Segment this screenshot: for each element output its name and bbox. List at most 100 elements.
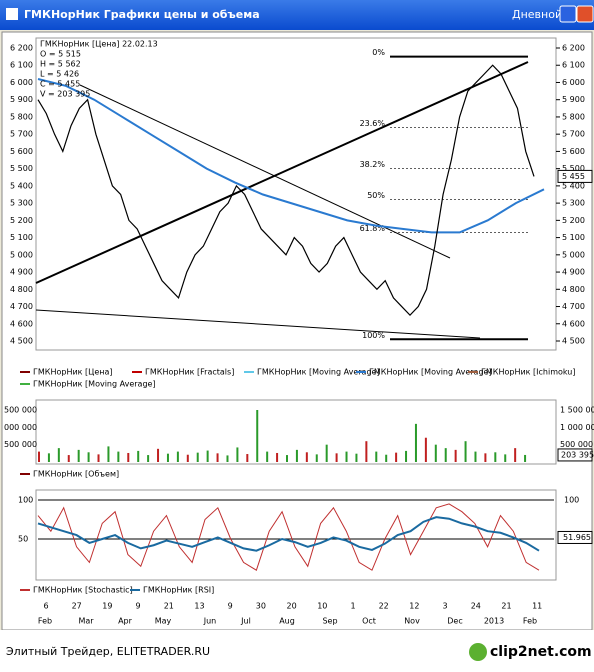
moving-average — [37, 78, 545, 234]
volume-bar — [97, 454, 100, 462]
y-tick-label: 6 000 — [562, 78, 585, 87]
y-tick-label: 500 000 — [4, 406, 37, 415]
y-tick-label: 5 400 — [562, 181, 585, 190]
fib-label: 100% — [362, 331, 385, 340]
date-day: 30 — [256, 602, 266, 611]
y-tick-label: 5 600 — [10, 147, 33, 156]
legend-entry: ГМКНорНик [RSI] — [143, 586, 214, 595]
date-month: Mar — [78, 617, 94, 626]
volume-bar — [77, 449, 80, 462]
volume-bar — [395, 452, 398, 462]
date-month: Nov — [404, 617, 420, 626]
volume-bar — [335, 453, 338, 462]
date-day: 12 — [409, 602, 419, 611]
date-day: 3 — [443, 602, 448, 611]
trend-line — [35, 61, 529, 284]
y-tick-label: 4 500 — [562, 337, 585, 346]
y-tick-label: 4 600 — [562, 319, 585, 328]
volume-bar — [196, 452, 199, 462]
y-tick-label: 5 400 — [10, 181, 33, 190]
y-tick-label: 5 100 — [10, 233, 33, 242]
volume-bar — [47, 453, 50, 462]
volume-bar — [107, 446, 110, 462]
volume-bar — [87, 452, 90, 462]
fib-label: 23.6% — [360, 119, 386, 128]
volume-bar — [157, 448, 160, 462]
logo-icon — [469, 643, 487, 661]
y-tick-label: 1 000 000 — [560, 423, 594, 432]
y-tick-label: 500 000 — [560, 440, 593, 449]
y-tick-label: 6 200 — [10, 44, 33, 53]
legend-entry: ГМКНорНик [Цена] — [33, 368, 113, 377]
info-text: H = 5 562 — [40, 60, 81, 69]
y-tick-label: 5 000 — [562, 250, 585, 259]
fib-label: 38.2% — [360, 160, 386, 169]
date-day: 11 — [532, 602, 542, 611]
volume-bar — [385, 454, 388, 462]
y-tick-label: 5 700 — [562, 130, 585, 139]
price-line — [37, 64, 535, 317]
y-tick-label: 5 300 — [562, 199, 585, 208]
footer — [0, 630, 594, 668]
y-tick-label: 4 900 — [10, 268, 33, 277]
volume-bar — [147, 455, 150, 462]
volume-bar — [434, 444, 437, 462]
chart-area — [1, 31, 593, 631]
price-plot — [35, 37, 557, 351]
y-tick-label: 5 800 — [562, 112, 585, 121]
date-month: Feb — [38, 617, 52, 626]
y-tick-label: 50 — [18, 535, 28, 544]
last-price-label: 5 455 — [562, 172, 585, 181]
last-volume-label: 203 395 — [561, 450, 594, 459]
trend-line — [35, 309, 481, 339]
volume-bar — [454, 449, 457, 462]
y-tick-label: 5 200 — [10, 216, 33, 225]
close-button[interactable] — [576, 5, 594, 23]
y-tick-label: 100 — [18, 496, 33, 505]
date-day: 20 — [287, 602, 297, 611]
date-day: 10 — [317, 602, 327, 611]
date-day: 9 — [228, 602, 233, 611]
title-bar — [0, 0, 594, 30]
legend-entry: ГМКНорНик [Stochastic] — [33, 586, 133, 595]
date-month: 2013 — [484, 617, 504, 626]
volume-bar — [117, 451, 120, 462]
volume-bar — [315, 454, 318, 462]
volume-bar — [514, 448, 517, 462]
date-month: Sep — [322, 617, 337, 626]
date-month: Jun — [203, 617, 217, 626]
info-text: L = 5 426 — [40, 70, 79, 79]
y-tick-label: 4 900 — [562, 268, 585, 277]
volume-bar — [524, 454, 527, 462]
y-tick-label: 100 — [564, 496, 579, 505]
volume-bar — [166, 453, 169, 462]
date-day: 22 — [379, 602, 389, 611]
y-tick-label: 4 700 — [562, 302, 585, 311]
fib-label: 50% — [367, 191, 385, 200]
legend-entry: ГМКНорНик [Объем] — [33, 470, 119, 479]
volume-bar — [216, 453, 219, 462]
info-text: O = 5 515 — [40, 50, 81, 59]
y-tick-label: 1 500 000 — [560, 406, 594, 415]
last-price-box — [557, 169, 593, 183]
date-month: Oct — [362, 617, 376, 626]
window-mode: Дневной — [512, 8, 562, 21]
y-tick-label: 5 600 — [562, 147, 585, 156]
volume-bar — [236, 447, 239, 462]
y-tick-label: 5 100 — [562, 233, 585, 242]
fib-label: 0% — [372, 48, 385, 57]
y-tick-label: 5 300 — [10, 199, 33, 208]
rsi-line — [37, 516, 540, 552]
volume-bar — [67, 455, 70, 462]
volume-bar — [444, 448, 447, 462]
volume-bar — [504, 454, 507, 462]
restore-button[interactable] — [559, 5, 577, 23]
y-tick-label: 5 500 — [10, 164, 33, 173]
y-tick-label: 4 700 — [10, 302, 33, 311]
volume-bar — [464, 441, 467, 462]
date-day: 21 — [164, 602, 174, 611]
volume-bar — [186, 454, 189, 462]
volume-bar — [474, 451, 477, 462]
volume-bar — [365, 441, 368, 462]
